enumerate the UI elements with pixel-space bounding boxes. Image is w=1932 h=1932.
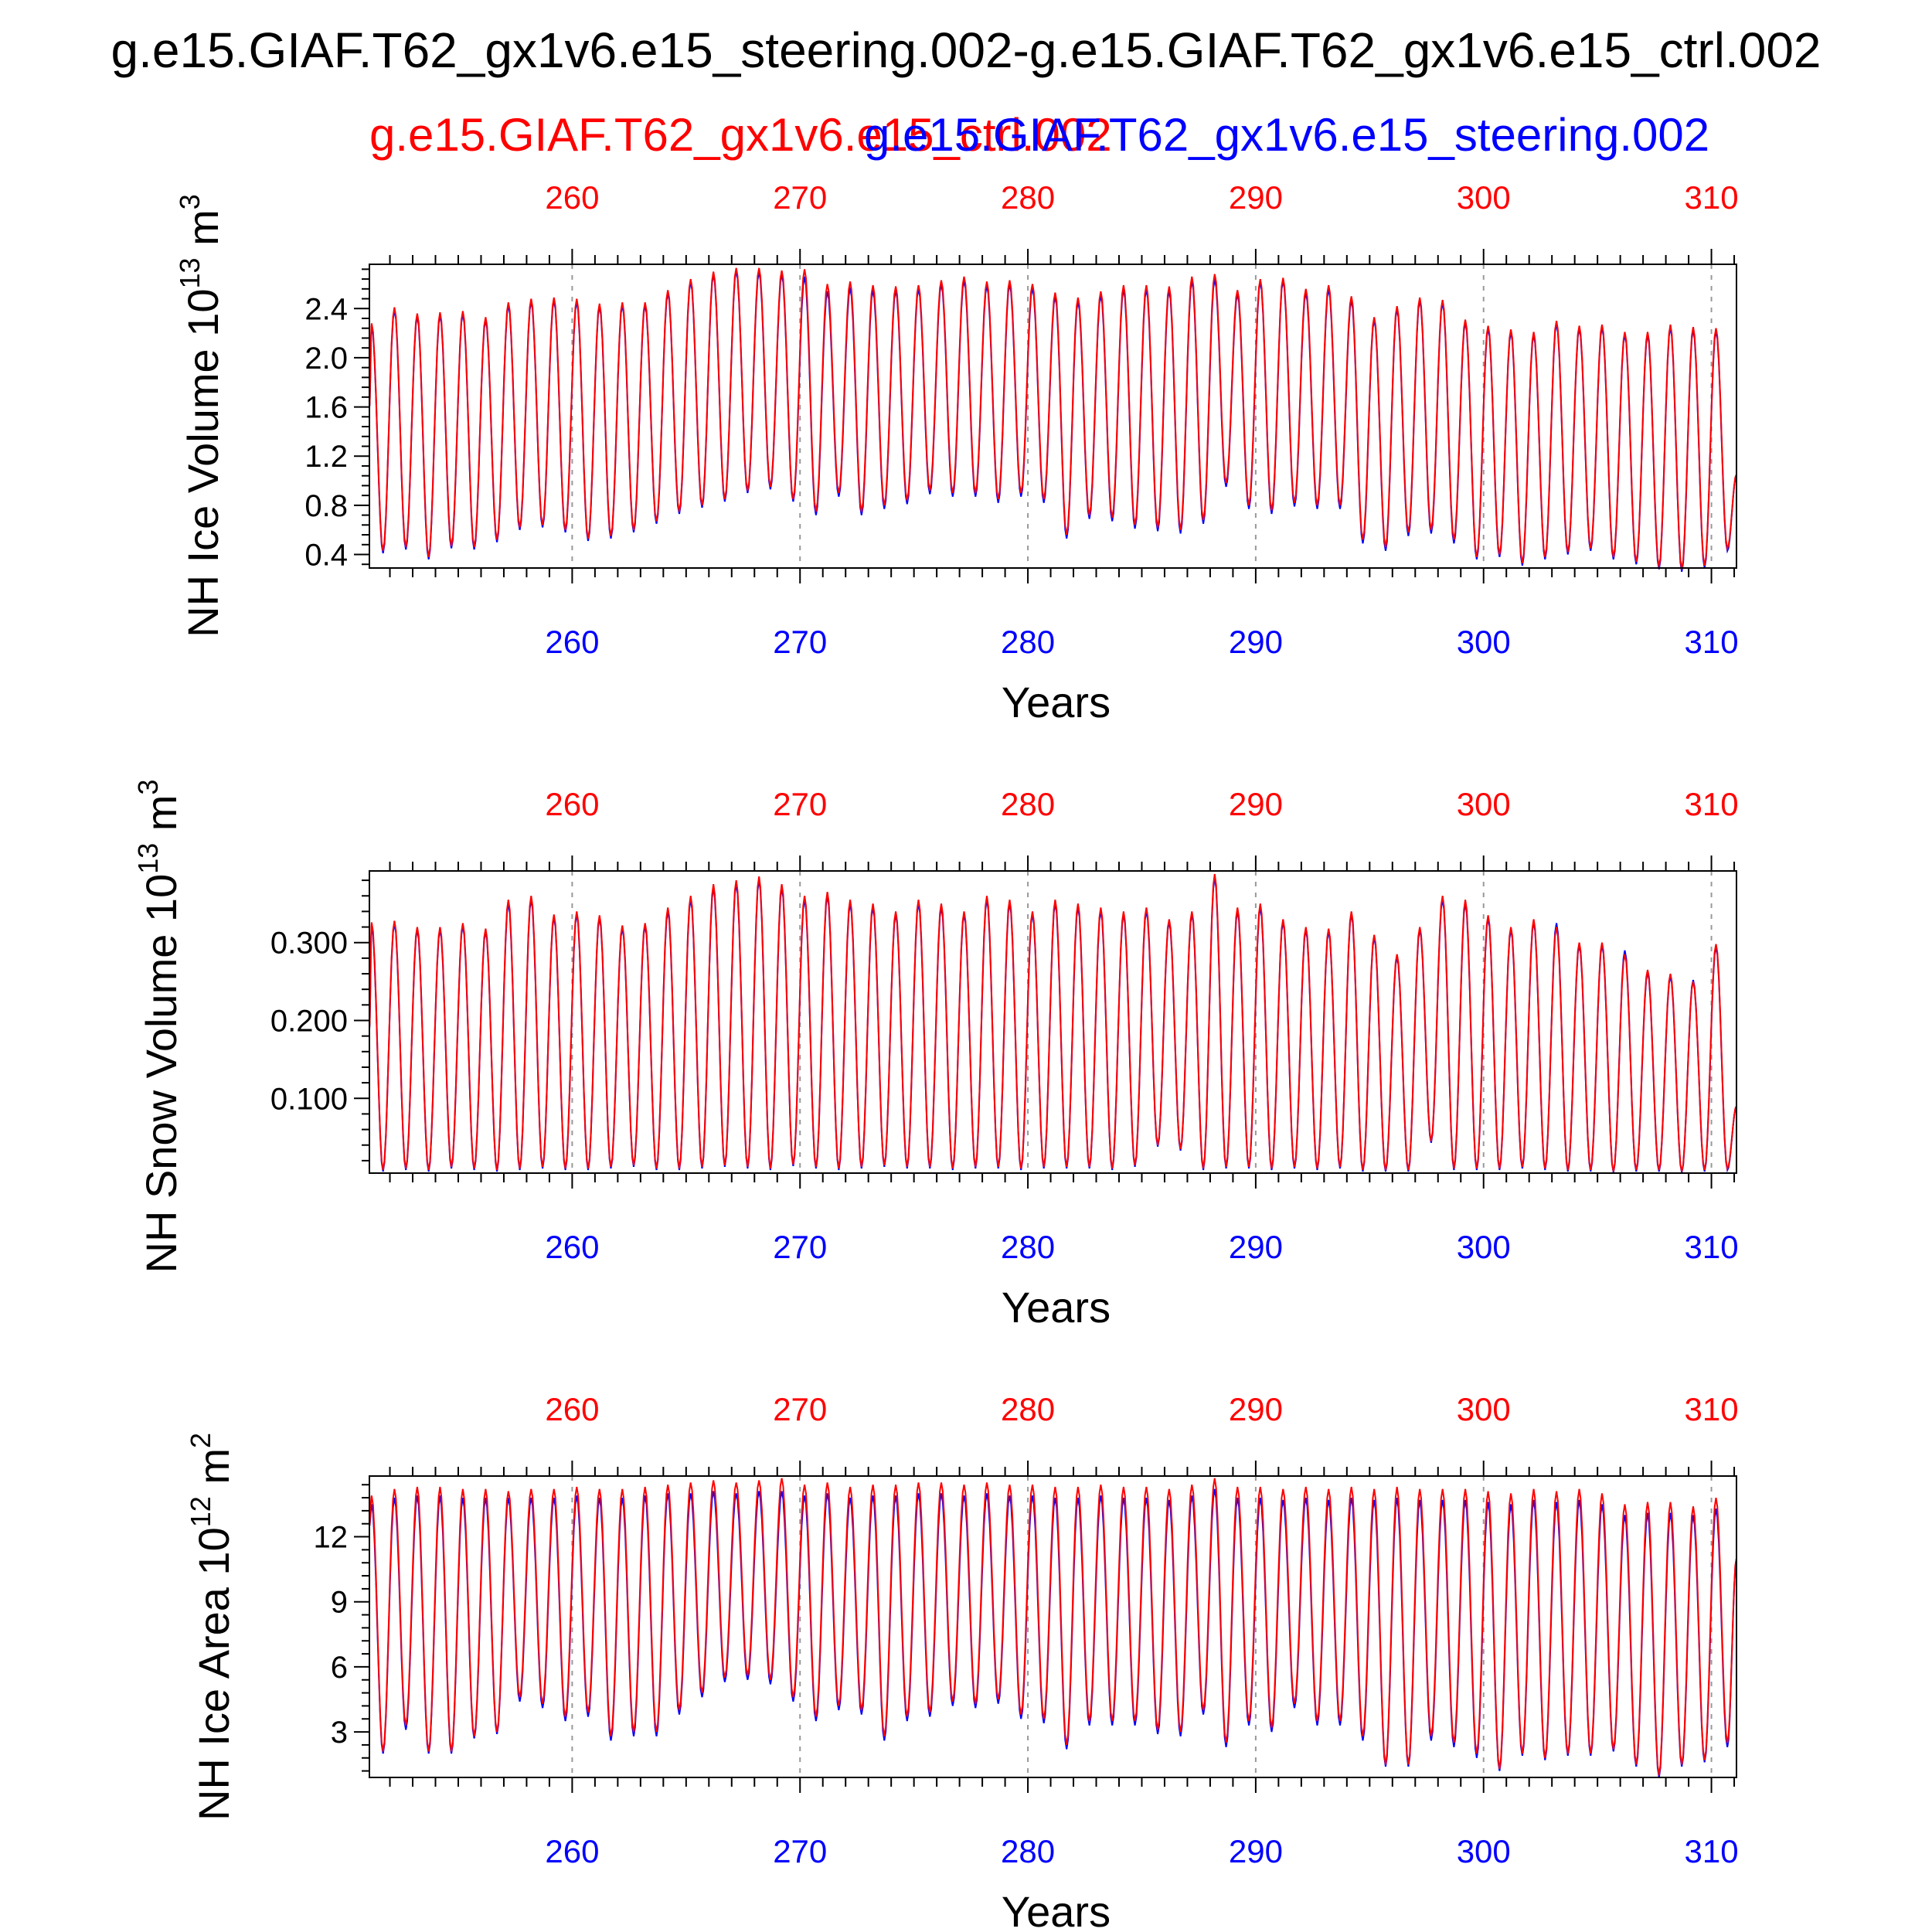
x-top-tick-label: 260 bbox=[545, 179, 599, 216]
x-top-tick-label: 300 bbox=[1457, 1391, 1511, 1427]
x-axis-label: Years bbox=[1002, 1887, 1111, 1932]
x-top-tick-label: 290 bbox=[1229, 179, 1283, 216]
chart-1: 0.4 0.8 1.2 1.6 2.0 2.4 260 260 270 270 280 280 290 2… bbox=[174, 179, 1739, 726]
x-bottom-tick-label: 290 bbox=[1229, 624, 1283, 660]
chart-3: 3 6 9 12 260 260 270 270 280 280 290 290 300 300 310 31… bbox=[185, 1391, 1739, 1932]
x-top-tick-label: 280 bbox=[1001, 786, 1055, 822]
x-bottom-tick-label: 300 bbox=[1457, 1833, 1511, 1869]
y-tick-label: 0.4 bbox=[304, 538, 348, 572]
y-axis-label: NH Ice Area 1012 m2 bbox=[185, 1433, 238, 1821]
x-bottom-tick-label: 290 bbox=[1229, 1833, 1283, 1869]
page-title: g.e15.GIAF.T62_gx1v6.e15_steering.002-g.… bbox=[111, 22, 1821, 78]
x-axis-label: Years bbox=[1002, 1283, 1111, 1332]
x-bottom-tick-label: 310 bbox=[1685, 624, 1739, 660]
plot-frame bbox=[369, 870, 1737, 1174]
x-bottom-tick-label: 280 bbox=[1001, 1833, 1055, 1869]
subtitle-steering: g.e15.GIAF.T62_gx1v6.e15_steering.002 bbox=[864, 109, 1710, 161]
y-tick-label: 2.0 bbox=[304, 342, 348, 376]
x-bottom-tick-label: 280 bbox=[1001, 1229, 1055, 1265]
y-tick-label: 0.300 bbox=[270, 927, 348, 961]
y-tick-label: 0.200 bbox=[270, 1004, 348, 1038]
x-top-tick-label: 290 bbox=[1229, 786, 1283, 822]
x-bottom-tick-label: 280 bbox=[1001, 624, 1055, 660]
x-top-tick-label: 310 bbox=[1685, 786, 1739, 822]
y-tick-label: 1.6 bbox=[304, 391, 348, 425]
x-top-tick-label: 270 bbox=[773, 1391, 827, 1427]
x-bottom-tick-label: 270 bbox=[773, 624, 827, 660]
y-tick-label: 12 bbox=[314, 1521, 349, 1555]
y-tick-label: 0.100 bbox=[270, 1082, 348, 1116]
x-top-tick-label: 260 bbox=[545, 786, 599, 822]
x-bottom-tick-label: 270 bbox=[773, 1833, 827, 1869]
x-bottom-tick-label: 310 bbox=[1685, 1833, 1739, 1869]
x-bottom-tick-label: 300 bbox=[1457, 1229, 1511, 1265]
x-top-tick-label: 300 bbox=[1457, 179, 1511, 216]
y-axis-label: NH Snow Volume 1013 m3 bbox=[132, 779, 185, 1273]
x-bottom-tick-label: 270 bbox=[773, 1229, 827, 1265]
x-top-tick-label: 290 bbox=[1229, 1391, 1283, 1427]
x-top-tick-label: 300 bbox=[1457, 786, 1511, 822]
x-top-tick-label: 260 bbox=[545, 1391, 599, 1427]
series-line-ctrl bbox=[369, 873, 1737, 1172]
y-axis-label: NH Ice Volume 1013 m3 bbox=[174, 194, 227, 638]
subtitle-ctrl: g.e15.GIAF.T62_gx1v6.e15_ctrl.002 bbox=[369, 109, 1112, 161]
x-top-tick-label: 280 bbox=[1001, 179, 1055, 216]
y-tick-label: 1.2 bbox=[304, 440, 348, 474]
chart-2: 0.100 0.200 0.300 260 260 270 270 280 280 290 290 3… bbox=[132, 779, 1739, 1332]
x-top-tick-label: 280 bbox=[1001, 1391, 1055, 1427]
x-bottom-tick-label: 260 bbox=[545, 1833, 599, 1869]
x-top-tick-label: 310 bbox=[1685, 1391, 1739, 1427]
x-bottom-tick-label: 310 bbox=[1685, 1229, 1739, 1265]
y-tick-label: 3 bbox=[331, 1716, 348, 1750]
plot-frame bbox=[369, 1475, 1737, 1778]
x-bottom-tick-label: 300 bbox=[1457, 624, 1511, 660]
x-top-tick-label: 310 bbox=[1685, 179, 1739, 216]
y-tick-label: 0.8 bbox=[304, 489, 348, 523]
series-line-ctrl bbox=[369, 267, 1737, 570]
x-top-tick-label: 270 bbox=[773, 179, 827, 216]
y-tick-label: 9 bbox=[331, 1586, 348, 1620]
y-tick-label: 6 bbox=[331, 1651, 348, 1685]
x-axis-label: Years bbox=[1002, 678, 1111, 726]
x-top-tick-label: 270 bbox=[773, 786, 827, 822]
x-bottom-tick-label: 290 bbox=[1229, 1229, 1283, 1265]
series-line-ctrl bbox=[369, 1478, 1737, 1776]
y-tick-label: 2.4 bbox=[304, 292, 348, 326]
x-bottom-tick-label: 260 bbox=[545, 1229, 599, 1265]
x-bottom-tick-label: 260 bbox=[545, 624, 599, 660]
